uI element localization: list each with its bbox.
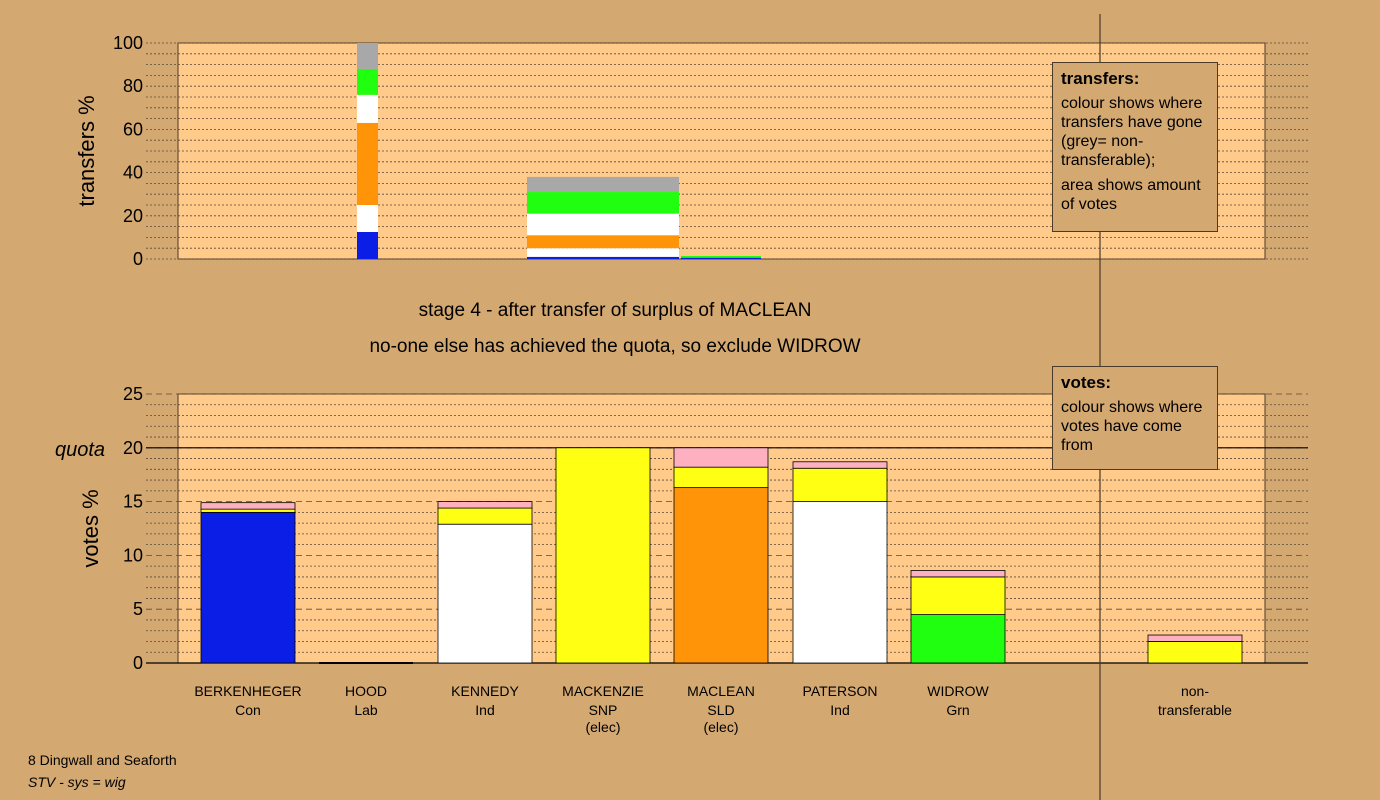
votes-y-tick-label: 15 [123, 492, 143, 512]
vote-bar-segment [673, 487, 769, 664]
vote-bar-segment [200, 508, 296, 513]
candidate-party-label: Lab [354, 702, 378, 718]
vote-bar-segment [437, 501, 533, 509]
transfers-legend-text: colour shows where transfers have gone (… [1061, 95, 1203, 169]
constituency-label: 8 Dingwall and Seaforth [28, 752, 177, 768]
vote-bar-segment [200, 511, 296, 664]
transfer-bar-segment [357, 205, 378, 232]
transfer-bar-segment [357, 43, 378, 69]
votes-y-tick-label: 10 [123, 545, 143, 565]
candidate-party-label: Ind [475, 702, 494, 718]
votes-y-tick-label: 5 [133, 599, 143, 619]
candidate-party-label: transferable [1158, 702, 1232, 718]
transfers-y-tick-label: 20 [123, 206, 143, 226]
vote-bar-segment [1147, 634, 1243, 642]
candidate-name-label: non- [1181, 683, 1209, 699]
votes-legend-heading: votes: [1061, 373, 1112, 392]
vote-bar-segment [792, 467, 888, 502]
vote-bar-segment [673, 447, 769, 468]
vote-bar-segment [555, 447, 651, 664]
candidate-party-label: Grn [946, 702, 969, 718]
transfer-bar-segment [527, 248, 679, 257]
candidate-name-label: BERKENHEGER [194, 683, 301, 699]
transfer-bar-segment [527, 213, 679, 236]
votes-y-axis-label: votes % [78, 489, 103, 567]
vote-bar-segment [437, 523, 533, 664]
vote-bar-segment [910, 614, 1006, 664]
candidate-name-label: KENNEDY [451, 683, 519, 699]
vote-bar-segment [437, 507, 533, 525]
transfers-y-tick-label: 80 [123, 76, 143, 96]
vote-bar-segment [200, 502, 296, 510]
candidate-party-label: Con [235, 702, 261, 718]
transfer-bar-segment [527, 235, 679, 249]
votes-legend: votes: colour shows where votes have com… [1052, 366, 1218, 470]
system-label: STV - sys = wig [28, 774, 126, 790]
vote-bar-segment [910, 576, 1006, 615]
candidate-name-label: MACKENZIE [562, 683, 644, 699]
transfers-legend-text-2: area shows amount of votes [1061, 177, 1201, 213]
quota-label: quota [55, 439, 105, 461]
transfer-bar-segment [357, 68, 378, 95]
transfer-bar-segment [357, 232, 378, 259]
votes-y-tick-label: 25 [123, 384, 143, 404]
candidate-status-label: (elec) [585, 719, 620, 735]
transfers-y-axis-label: transfers % [74, 95, 99, 206]
candidate-party-label: Ind [830, 702, 849, 718]
candidate-status-label: (elec) [703, 719, 738, 735]
candidate-party-label: SLD [707, 702, 734, 718]
votes-legend-text: colour shows where votes have come from [1061, 399, 1203, 454]
candidate-name-label: HOOD [345, 683, 387, 699]
stage-title: stage 4 - after transfer of surplus of M… [418, 300, 812, 321]
transfer-bar-segment [357, 94, 378, 123]
transfers-y-tick-label: 100 [113, 33, 143, 53]
candidate-name-label: MACLEAN [687, 683, 755, 699]
votes-y-tick-label: 20 [123, 438, 143, 458]
votes-y-tick-label: 0 [133, 653, 143, 673]
vote-bar-segment [910, 570, 1006, 578]
stage-subtitle: no-one else has achieved the quota, so e… [369, 336, 861, 357]
transfer-bar-segment [527, 176, 679, 193]
transfers-legend-heading: transfers: [1061, 69, 1140, 88]
candidate-name-label: WIDROW [927, 683, 989, 699]
transfers-legend: transfers: colour shows where transfers … [1052, 62, 1218, 232]
transfer-bar-segment [527, 192, 679, 214]
transfer-bar-segment [357, 122, 378, 205]
candidate-party-label: SNP [589, 702, 618, 718]
vote-bar-segment [673, 466, 769, 489]
transfer-bar-segment [681, 257, 761, 259]
vote-bar-segment [1147, 641, 1243, 664]
transfer-bar-segment [681, 255, 761, 258]
transfers-y-tick-label: 0 [133, 249, 143, 269]
vote-bar-segment [792, 461, 888, 469]
vote-bar-segment [792, 501, 888, 664]
transfer-bar-segment [527, 256, 679, 259]
candidate-name-label: PATERSON [803, 683, 878, 699]
transfers-y-tick-label: 40 [123, 163, 143, 183]
transfers-y-tick-label: 60 [123, 119, 143, 139]
